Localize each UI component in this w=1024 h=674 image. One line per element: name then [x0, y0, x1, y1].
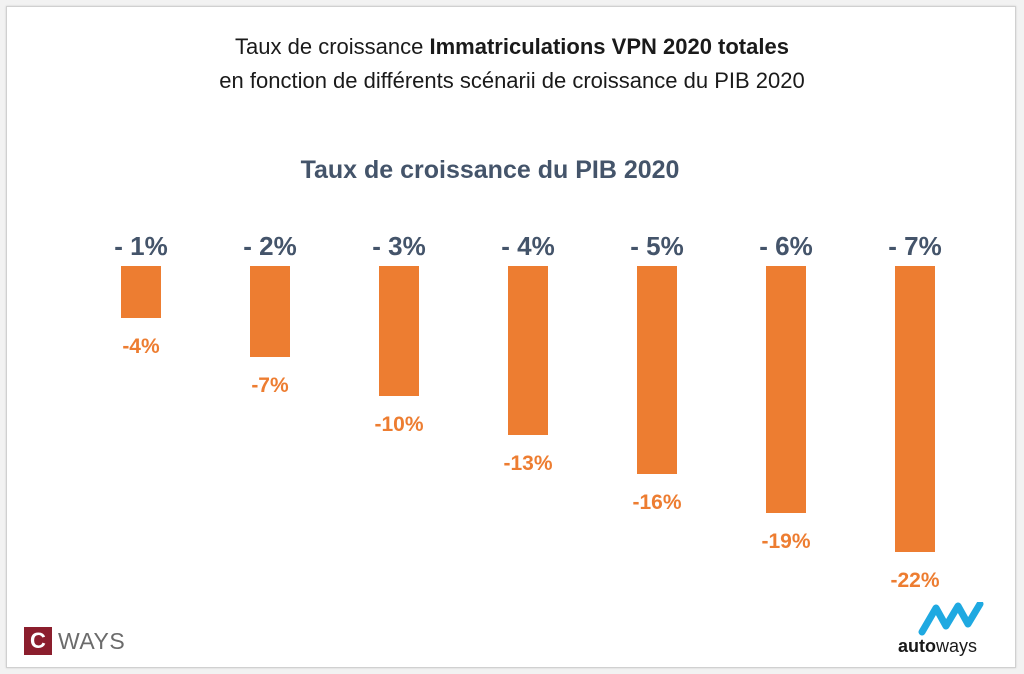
value-label: -13% — [503, 452, 552, 475]
value-label: -4% — [122, 335, 160, 358]
category-label: - 3% — [372, 231, 425, 261]
chart-title: Taux de croissance du PIB 2020 — [300, 156, 680, 184]
category-label: - 5% — [630, 231, 683, 261]
heading-bold: Immatriculations VPN 2020 totales — [429, 34, 789, 59]
autoways-logo-text: autoways — [898, 636, 977, 657]
autoways-text-bold: auto — [898, 636, 936, 656]
value-label: -7% — [251, 374, 289, 397]
bar — [250, 266, 290, 357]
cways-logo-mark: C — [24, 627, 52, 655]
cways-logo: C WAYS — [24, 626, 125, 656]
value-label: -22% — [890, 569, 939, 592]
category-label: - 7% — [888, 231, 941, 261]
bar — [379, 266, 419, 396]
bar — [895, 266, 935, 552]
autoways-text-light: ways — [936, 636, 978, 656]
autoways-logo: autoways — [896, 602, 1006, 662]
heading-line-1: Taux de croissance Immatriculations VPN … — [0, 30, 1024, 64]
heading-prefix: Taux de croissance — [235, 34, 430, 59]
cways-logo-text: WAYS — [58, 627, 126, 654]
bar — [508, 266, 548, 435]
value-label: -19% — [761, 530, 810, 553]
category-label: - 2% — [243, 231, 296, 261]
value-label: -16% — [632, 491, 681, 514]
category-label: - 6% — [759, 231, 812, 261]
chart-heading: Taux de croissance Immatriculations VPN … — [0, 30, 1024, 98]
bar — [121, 266, 161, 318]
bar — [766, 266, 806, 513]
bar — [637, 266, 677, 474]
autoways-wave-icon — [918, 602, 984, 636]
category-label: - 1% — [114, 231, 167, 261]
value-label: -10% — [374, 413, 423, 436]
category-label: - 4% — [501, 231, 554, 261]
heading-line-2: en fonction de différents scénarii de cr… — [219, 68, 805, 93]
